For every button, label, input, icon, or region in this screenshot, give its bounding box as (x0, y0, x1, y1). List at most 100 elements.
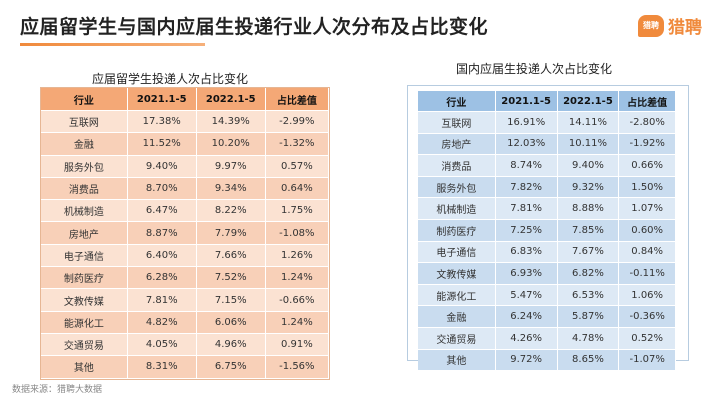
industry-cell: 能源化工 (418, 284, 496, 307)
value-2021-cell: 8.87% (127, 221, 197, 245)
table-row: 文教传媒 6.93% 6.82% -0.11% (418, 262, 676, 285)
table-row: 能源化工 4.82% 6.06% 1.24% (41, 311, 330, 334)
diff-cell: -2.80% (618, 111, 676, 134)
value-2021-cell: 4.82% (127, 311, 197, 334)
right-table-subtitle: 国内应届生投递人次占比变化 (456, 62, 613, 76)
industry-cell: 服务外包 (418, 176, 496, 199)
industry-cell: 能源化工 (41, 311, 128, 334)
value-2021-cell: 7.81% (127, 288, 197, 312)
industry-cell: 文教传媒 (418, 262, 496, 285)
table-row: 机械制造 7.81% 8.88% 1.07% (418, 197, 676, 220)
value-2021-cell: 6.40% (127, 244, 197, 268)
value-2022-cell: 9.40% (557, 154, 620, 177)
value-2022-cell: 7.15% (196, 288, 266, 312)
value-2022-cell: 8.88% (557, 197, 620, 220)
industry-cell: 其他 (418, 349, 496, 372)
domestic-graduates-table: 行业 2021.1-5 2022.1-5 占比差值 互联网 16.91% 14.11… (418, 91, 676, 372)
page-title: 应届留学生与国内应届生投递行业人次分布及占比变化 (20, 16, 489, 38)
value-2021-cell: 6.24% (495, 305, 558, 328)
table-row: 消费品 8.70% 9.34% 0.64% (41, 177, 330, 201)
table-row: 房地产 12.03% 10.11% -1.92% (418, 133, 676, 156)
value-2021-cell: 8.31% (127, 355, 197, 379)
industry-cell: 互联网 (418, 111, 496, 134)
industry-cell: 房地产 (418, 133, 496, 156)
value-2022-cell: 9.32% (557, 176, 620, 199)
value-2022-cell: 9.34% (196, 177, 266, 201)
title-underline (20, 43, 205, 46)
diff-cell: 1.50% (618, 176, 676, 199)
value-2021-cell: 7.82% (495, 176, 558, 199)
table-row: 电子通信 6.40% 7.66% 1.26% (41, 244, 330, 268)
value-2022-cell: 6.06% (196, 311, 266, 334)
diff-cell: -1.92% (618, 133, 676, 156)
logo-chat-icon: 猎聘 (638, 14, 664, 37)
value-2022-cell: 7.85% (557, 219, 620, 242)
column-header-2022: 2022.1-5 (557, 91, 620, 112)
diff-cell: 1.24% (265, 266, 330, 290)
table-row: 制药医疗 6.28% 7.52% 1.24% (41, 266, 330, 290)
diff-cell: -1.32% (265, 132, 330, 156)
table-row: 文教传媒 7.81% 7.15% -0.66% (41, 288, 330, 312)
value-2022-cell: 4.96% (196, 333, 266, 357)
value-2022-cell: 5.87% (557, 305, 620, 328)
column-header-diff: 占比差值 (618, 91, 676, 112)
table-row: 机械制造 6.47% 8.22% 1.75% (41, 199, 330, 223)
value-2022-cell: 6.75% (196, 355, 266, 379)
value-2022-cell: 9.97% (196, 155, 266, 178)
value-2022-cell: 7.67% (557, 241, 620, 264)
table-row: 金融 11.52% 10.20% -1.32% (41, 132, 330, 156)
data-source-note: 数据来源：猎聘大数据 (12, 385, 103, 395)
left-table-subtitle: 应届留学生投递人次占比变化 (92, 72, 249, 86)
table-row: 互联网 17.38% 14.39% -2.99% (41, 110, 330, 134)
value-2021-cell: 6.83% (495, 241, 558, 264)
value-2022-cell: 7.79% (196, 221, 266, 245)
brand-logo: 猎聘 猎聘 (638, 13, 702, 38)
value-2022-cell: 4.78% (557, 327, 620, 350)
table-row: 互联网 16.91% 14.11% -2.80% (418, 111, 676, 134)
value-2021-cell: 5.47% (495, 284, 558, 307)
value-2021-cell: 16.91% (495, 111, 558, 134)
value-2022-cell: 10.11% (557, 133, 620, 156)
industry-cell: 制药医疗 (418, 219, 496, 242)
value-2021-cell: 6.28% (127, 266, 197, 290)
overseas-graduates-table: 行业 2021.1-5 2022.1-5 占比差值 互联网 17.38% 14.39… (41, 88, 330, 379)
value-2021-cell: 7.25% (495, 219, 558, 242)
value-2022-cell: 14.39% (196, 110, 266, 134)
value-2022-cell: 7.66% (196, 244, 266, 268)
value-2021-cell: 9.72% (495, 349, 558, 372)
industry-cell: 金融 (41, 132, 128, 156)
industry-cell: 房地产 (41, 221, 128, 245)
diff-cell: 0.52% (618, 327, 676, 350)
industry-cell: 电子通信 (418, 241, 496, 264)
table-row: 交通贸易 4.26% 4.78% 0.52% (418, 327, 676, 350)
value-2021-cell: 12.03% (495, 133, 558, 156)
value-2022-cell: 8.65% (557, 349, 620, 372)
industry-cell: 消费品 (418, 154, 496, 177)
table-row: 其他 9.72% 8.65% -1.07% (418, 349, 676, 372)
diff-cell: -1.56% (265, 355, 330, 379)
value-2022-cell: 8.22% (196, 199, 266, 223)
table-row: 电子通信 6.83% 7.67% 0.84% (418, 241, 676, 264)
value-2021-cell: 9.40% (127, 155, 197, 178)
diff-cell: 0.91% (265, 333, 330, 357)
value-2022-cell: 14.11% (557, 111, 620, 134)
table-row: 服务外包 7.82% 9.32% 1.50% (418, 176, 676, 199)
value-2021-cell: 8.70% (127, 177, 197, 201)
diff-cell: 0.60% (618, 219, 676, 242)
industry-cell: 文教传媒 (41, 288, 128, 312)
value-2021-cell: 4.26% (495, 327, 558, 350)
table-row: 金融 6.24% 5.87% -0.36% (418, 305, 676, 328)
table-row: 能源化工 5.47% 6.53% 1.06% (418, 284, 676, 307)
industry-cell: 机械制造 (41, 199, 128, 223)
table-row: 其他 8.31% 6.75% -1.56% (41, 355, 330, 379)
diff-cell: -0.66% (265, 288, 330, 312)
value-2021-cell: 6.93% (495, 262, 558, 285)
diff-cell: 1.75% (265, 199, 330, 223)
industry-cell: 互联网 (41, 110, 128, 134)
value-2021-cell: 6.47% (127, 199, 197, 223)
column-header-industry: 行业 (418, 91, 496, 112)
diff-cell: -1.07% (618, 349, 676, 372)
diff-cell: -0.36% (618, 305, 676, 328)
industry-cell: 交通贸易 (41, 333, 128, 357)
column-header-2021: 2021.1-5 (495, 91, 558, 112)
